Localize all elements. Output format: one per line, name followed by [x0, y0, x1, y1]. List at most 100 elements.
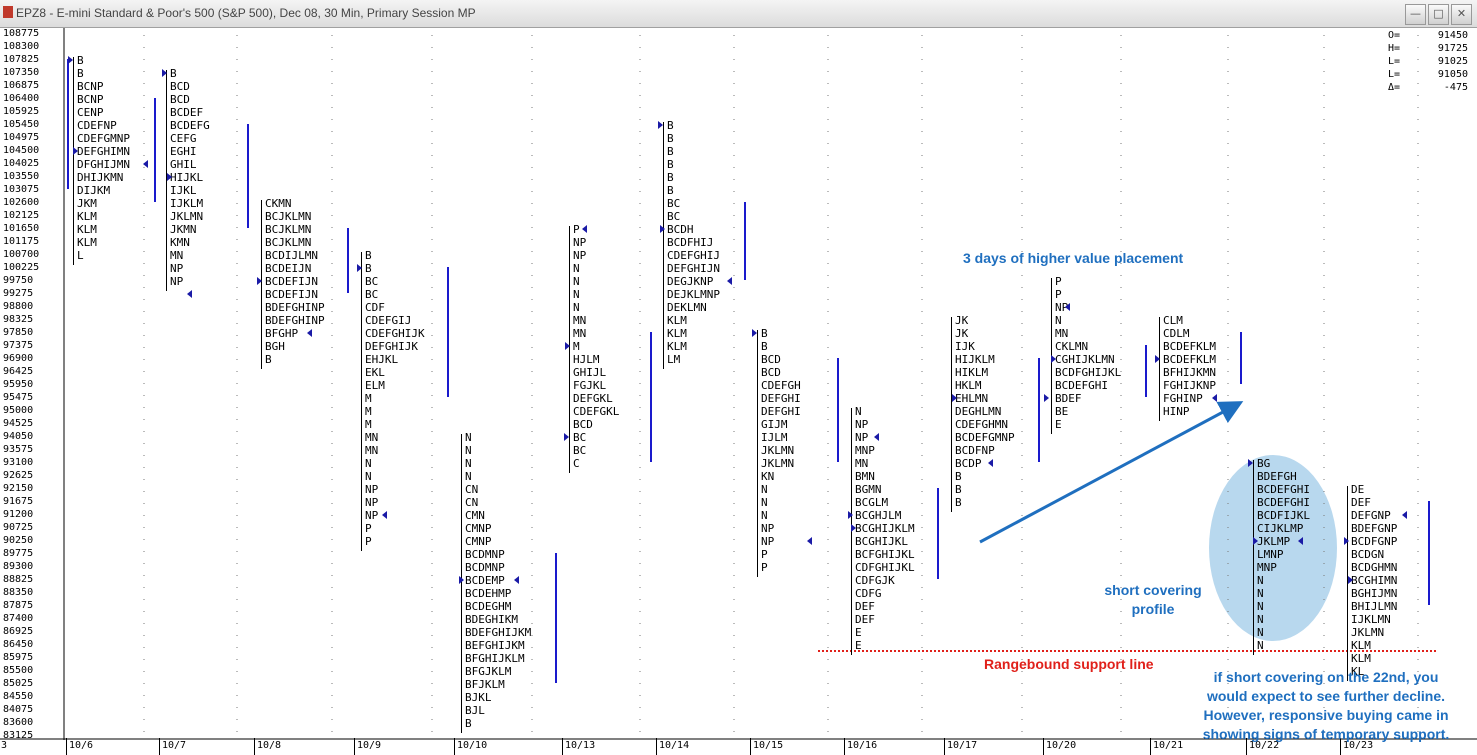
tpo-row: EHJKL — [365, 353, 399, 366]
price-tick-label: 100700 — [3, 249, 40, 260]
ohlc-value: 91050 — [1437, 69, 1468, 80]
profile-axis-line — [663, 122, 664, 369]
tpo-row: BCDEFIJN — [265, 288, 318, 301]
open-marker — [167, 173, 172, 181]
profile-axis-line — [1347, 486, 1348, 681]
minimize-button[interactable]: — — [1405, 4, 1426, 25]
tpo-row: JKM — [77, 197, 97, 210]
date-label: 10/15 — [753, 740, 784, 751]
tpo-row: HIKLM — [955, 366, 989, 379]
date-tick — [1043, 738, 1044, 755]
tpo-row: BGMN — [855, 483, 882, 496]
tpo-row: KLM — [77, 236, 97, 249]
price-tick-label: 108300 — [3, 41, 40, 52]
tpo-row: NP — [1055, 301, 1069, 314]
price-tick-label: 84075 — [3, 704, 34, 715]
tpo-row: BCDFGHIJKL — [1055, 366, 1122, 379]
date-label: 10/16 — [847, 740, 878, 751]
tpo-row: BCDGHMN — [1351, 561, 1398, 574]
tpo-row: P — [761, 561, 768, 574]
price-tick-label: 94525 — [3, 418, 34, 429]
tpo-row: BFGHIJKLM — [465, 652, 525, 665]
tpo-row: BG — [1257, 457, 1271, 470]
price-tick-label: 106400 — [3, 93, 40, 104]
tpo-row: IJLM — [761, 431, 788, 444]
tpo-row: NP — [573, 249, 587, 262]
tpo-row: NP — [761, 535, 775, 548]
annotation-short-covering: short covering profile — [1090, 581, 1216, 619]
tpo-row: BCDEFGHI — [1257, 483, 1310, 496]
tpo-row: B — [667, 119, 674, 132]
open-marker — [357, 264, 362, 272]
price-tick-label: 85500 — [3, 665, 34, 676]
tpo-row: CDEFGHIJ — [667, 249, 720, 262]
price-tick-label: 88350 — [3, 587, 34, 598]
maximize-button[interactable]: □ — [1428, 4, 1449, 25]
tpo-row: E — [1055, 418, 1062, 431]
tpo-row: IJK — [955, 340, 975, 353]
tpo-row: NP — [365, 496, 379, 509]
tpo-row: DEGJKNP — [667, 275, 714, 288]
tpo-row: BDEFGHIJKM — [465, 626, 532, 639]
tpo-row: BC — [667, 197, 681, 210]
tpo-row: BCNP — [77, 80, 104, 93]
tpo-row: B — [667, 171, 674, 184]
tpo-row: BCDEFGMNP — [955, 431, 1015, 444]
tpo-row: KL — [1351, 665, 1365, 678]
tpo-row: CGHIJKLMN — [1055, 353, 1115, 366]
tpo-row: JKMN — [170, 223, 197, 236]
date-tick — [1150, 738, 1151, 755]
tpo-row: NP — [365, 509, 379, 522]
tpo-row: M — [573, 340, 580, 353]
tpo-profile-10-21: CLM CDLM BCDEFKLM BCDEFKLM BFHIJKMN FGHIJKNP F… — [1163, 314, 1216, 418]
price-tick-label: 87400 — [3, 613, 34, 624]
close-marker — [1298, 537, 1303, 545]
profile-axis-line — [1253, 460, 1254, 655]
tpo-row: CDEFGMNP — [77, 132, 130, 145]
tpo-row: CIJKLMP — [1257, 522, 1304, 535]
open-marker — [1051, 355, 1056, 363]
tpo-row: IJKLM — [170, 197, 204, 210]
tpo-row: KLM — [77, 210, 97, 223]
tpo-row: BDEGHIKM — [465, 613, 518, 626]
tpo-row: CDFG — [855, 587, 882, 600]
tpo-row: MN — [573, 314, 587, 327]
tpo-row: P — [365, 535, 372, 548]
price-tick-label: 105925 — [3, 106, 40, 117]
tpo-row: BCDEF — [170, 106, 204, 119]
tpo-row: MN — [170, 249, 184, 262]
tpo-row: B — [265, 353, 272, 366]
tpo-row: BFJKLM — [465, 678, 505, 691]
tpo-row: MNP — [1257, 561, 1277, 574]
tpo-row: N — [1257, 574, 1264, 587]
tpo-profile-10-7: B BCD BCD BCDEF BCDEFG CEFG EGHI GHIL HIJKL IJKL I… — [170, 67, 210, 288]
close-marker — [988, 459, 993, 467]
tpo-row: IJKL — [170, 184, 197, 197]
annotation-note-line4: showing signs of temporary support. — [1202, 726, 1450, 742]
date-tick — [354, 738, 355, 755]
close-marker — [1212, 394, 1217, 402]
tpo-profile-10-20: P P NP N MN CKLMN CGHIJKLMN BCDFGHIJKL BCDEFGHI B… — [1055, 275, 1121, 431]
date-label: 10/23 — [1343, 740, 1374, 751]
ohlc-readout: O= 91450 H= 91725 L= 91025 L= 91050 Δ= -475 — [1388, 29, 1468, 94]
tpo-row: N — [1257, 639, 1264, 652]
close-button[interactable]: ✕ — [1451, 4, 1472, 25]
tpo-row: DIJKM — [77, 184, 111, 197]
date-label: 10/20 — [1046, 740, 1077, 751]
tpo-row: CDFGJK — [855, 574, 895, 587]
price-tick-label: 107825 — [3, 54, 40, 65]
tpo-row: MN — [855, 457, 869, 470]
tpo-row: B — [365, 262, 372, 275]
date-label: 10/13 — [565, 740, 596, 751]
tpo-row: BCDFIJKL — [1257, 509, 1310, 522]
tpo-row: DEFGHIJK — [365, 340, 418, 353]
tpo-row: FGJKL — [573, 379, 607, 392]
tpo-row: DEF — [855, 613, 875, 626]
tpo-row: BJL — [465, 704, 485, 717]
tpo-row: NP — [573, 236, 587, 249]
tpo-row: FGHIJKNP — [1163, 379, 1216, 392]
tpo-row: B — [667, 158, 674, 171]
tpo-row: KN — [761, 470, 775, 483]
tpo-row: B — [465, 717, 472, 730]
